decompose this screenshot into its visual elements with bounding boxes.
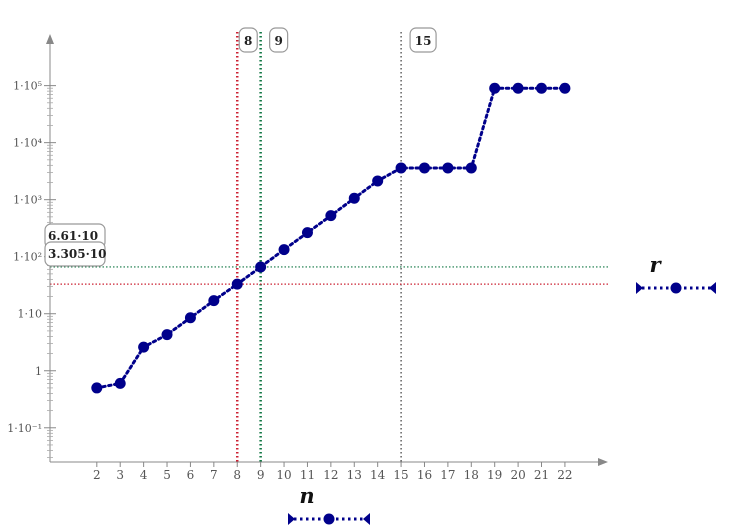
x-tick-label: 22 xyxy=(557,468,572,482)
y-tick-label: 1·10⁻¹ xyxy=(7,422,42,435)
data-point xyxy=(395,162,407,174)
legend-end-cap xyxy=(363,513,370,525)
x-tick-label: 5 xyxy=(163,468,171,482)
x-tick-label: 15 xyxy=(393,468,408,482)
legend-y-sample xyxy=(636,282,716,294)
x-tick-label: 6 xyxy=(187,468,195,482)
vertical-marker-label-box xyxy=(409,27,437,53)
x-tick-label: 8 xyxy=(233,468,241,482)
x-tick-label: 4 xyxy=(140,468,148,482)
x-tick-label: 20 xyxy=(510,468,525,482)
x-tick-label: 10 xyxy=(276,468,291,482)
y-axis-arrow xyxy=(46,34,54,44)
data-point xyxy=(161,329,173,341)
data-point xyxy=(184,312,196,324)
legend-end-cap xyxy=(709,282,716,294)
axes: 2 3 4 5 6 7 8 9 10 11 12 13 14 15 16 17 18 19 20 21 221·10⁻¹… xyxy=(7,34,608,482)
horizontal-marker-label-box xyxy=(44,241,106,267)
data-point xyxy=(465,162,477,174)
data-point xyxy=(348,192,360,204)
legend-x-sample xyxy=(288,513,370,525)
x-tick-label: 18 xyxy=(464,468,479,482)
data-point xyxy=(114,377,126,389)
y-axis-name: r xyxy=(649,252,662,277)
x-tick-label: 14 xyxy=(370,468,386,482)
data-point xyxy=(418,162,430,174)
data-point xyxy=(372,175,384,187)
data-point xyxy=(301,227,313,239)
data-point xyxy=(536,82,548,94)
legend-end-cap xyxy=(288,513,295,525)
x-tick-label: 7 xyxy=(210,468,218,482)
x-axis-name: n xyxy=(299,483,314,508)
horizontal-marker-label: 3.305·10 xyxy=(48,247,106,261)
data-point xyxy=(91,382,103,394)
legend-end-cap xyxy=(636,282,643,294)
y-tick-label: 1·10⁴ xyxy=(13,137,42,150)
x-tick-label: 11 xyxy=(300,468,315,482)
data-point xyxy=(208,295,220,307)
series-line xyxy=(95,86,567,390)
y-tick-label: 1 xyxy=(35,365,42,378)
data-point xyxy=(489,82,501,94)
x-tick-label: 12 xyxy=(323,468,338,482)
horizontal-marker-label: 6.61·10 xyxy=(48,229,98,243)
horizontal-marker-lines xyxy=(50,266,608,285)
vertical-marker-label: 8 xyxy=(244,34,252,48)
data-point xyxy=(325,210,337,222)
vertical-marker-lines xyxy=(235,32,402,462)
data-point xyxy=(255,261,267,273)
marker-labels: 8 9 15 6.61·10 3.305·10 xyxy=(44,27,437,267)
legend: nr xyxy=(288,252,716,525)
y-tick-label: 1·10 xyxy=(18,308,43,321)
x-tick-label: 13 xyxy=(347,468,362,482)
data-point xyxy=(512,82,524,94)
legend-marker xyxy=(323,513,335,525)
x-tick-label: 3 xyxy=(116,468,124,482)
x-tick-label: 17 xyxy=(440,468,455,482)
data-point xyxy=(442,162,454,174)
data-point xyxy=(138,341,150,353)
data-point xyxy=(231,278,243,290)
vertical-marker-label: 15 xyxy=(415,34,432,48)
x-tick-label: 16 xyxy=(417,468,432,482)
data-point xyxy=(278,244,290,256)
x-tick-label: 21 xyxy=(534,468,549,482)
x-axis-arrow xyxy=(598,458,608,466)
x-tick-label: 19 xyxy=(487,468,502,482)
y-tick-label: 1·10³ xyxy=(13,194,42,207)
x-tick-label: 2 xyxy=(93,468,101,482)
x-tick-label: 9 xyxy=(257,468,265,482)
vertical-marker-label: 9 xyxy=(274,34,282,48)
y-tick-label: 1·10⁵ xyxy=(13,80,42,93)
vertical-marker-label-box xyxy=(238,27,258,53)
data-series xyxy=(91,82,571,394)
legend-marker xyxy=(670,282,682,294)
y-tick-label: 1·10² xyxy=(13,251,42,264)
data-point xyxy=(559,82,571,94)
vertical-marker-label-box xyxy=(269,27,289,53)
